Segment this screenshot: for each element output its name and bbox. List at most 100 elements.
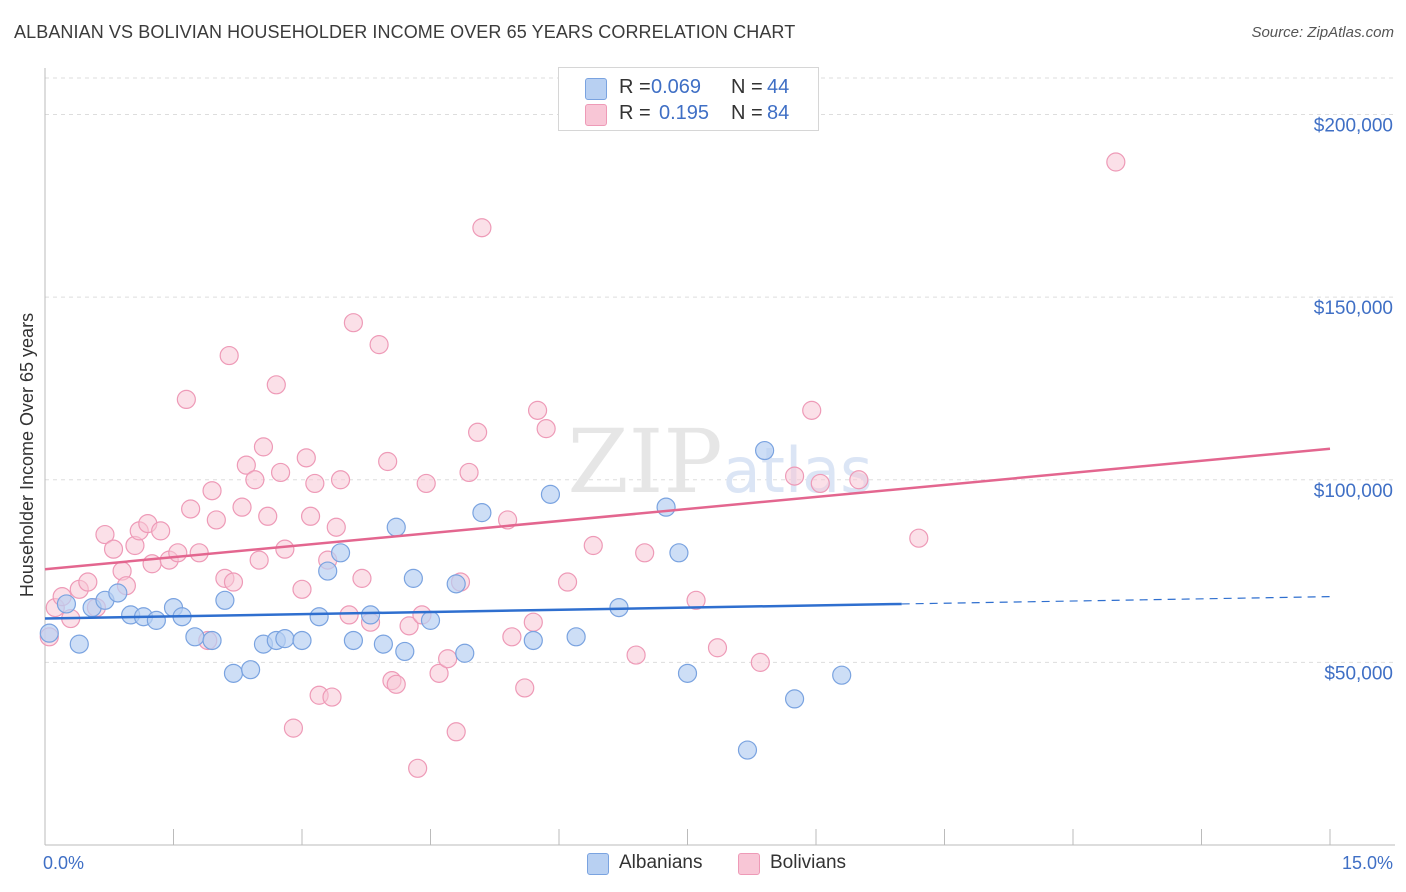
albanian-point (223, 663, 244, 683)
bolivian-point (810, 473, 830, 494)
bolivian-point (258, 506, 278, 526)
bolivian-point (266, 375, 286, 395)
bolivian-point (1106, 152, 1126, 172)
bolivian-point (536, 419, 556, 439)
bolivian-point (849, 470, 869, 490)
bolivians-legend-swatch (738, 853, 760, 875)
albanian-point (677, 663, 698, 683)
albanians-legend-label: Albanians (619, 852, 703, 873)
tick-labels: $50,000 $100,000 $150,000 $200,000 0.0% 15.0% (43, 116, 1393, 873)
albanian-point (566, 627, 586, 647)
albanian-point (669, 543, 689, 563)
bolivian-point (103, 539, 124, 559)
albanian-point (318, 561, 338, 581)
bolivian-point (502, 627, 522, 647)
albanians-r-value: 0.069 (651, 76, 702, 98)
bolivian-point (249, 550, 269, 570)
bolivian-point (245, 470, 265, 490)
bolivian-point (223, 572, 244, 592)
bolivians-legend-label: Bolivians (770, 852, 847, 873)
albanians-trend-line (44, 602, 902, 620)
albanians-trend-extension (901, 596, 1331, 605)
bolivian-point (686, 590, 706, 610)
albanian-point (386, 517, 406, 537)
albanian-point (146, 610, 166, 630)
bolivian-point (416, 473, 436, 494)
bolivian-point (330, 470, 351, 490)
bolivian-point (369, 335, 389, 355)
bolivian-point (750, 652, 770, 672)
albanian-point (56, 594, 77, 614)
bolivian-point (219, 345, 239, 366)
y-tick-label: $150,000 (1314, 298, 1393, 319)
albanian-point (754, 440, 775, 461)
albanians-legend-swatch (587, 853, 609, 875)
correlation-legend: R = 0.069 N = 44 R = 0.195 N = 84 (558, 67, 819, 131)
bolivian-point (399, 616, 419, 636)
bolivian-point (784, 466, 805, 486)
bolivian-point (352, 568, 372, 588)
albanian-point (656, 497, 676, 517)
bolivian-point (378, 451, 398, 472)
bolivian-point (527, 400, 548, 420)
albanian-point (215, 590, 235, 610)
bolivian-point (626, 645, 646, 665)
bolivian-point (909, 528, 929, 548)
bolivians-n-value: 84 (767, 102, 790, 124)
bolivian-point (429, 663, 449, 683)
bolivian-point (322, 687, 342, 707)
trend-lines (44, 447, 1331, 620)
albanians-swatch (585, 78, 607, 100)
albanians-n-label: N = (731, 76, 763, 98)
y-tick-label: $50,000 (1324, 663, 1393, 684)
albanian-point (241, 660, 261, 680)
bolivian-point (468, 422, 488, 442)
bolivian-point (523, 612, 543, 632)
albanian-point (330, 543, 351, 563)
bolivian-point (557, 572, 578, 592)
bolivians-n-label: N = (731, 102, 763, 124)
bolivian-point (339, 605, 359, 625)
y-tick-label: $100,000 (1314, 481, 1393, 502)
bolivian-point (343, 313, 363, 333)
bolivian-point (635, 543, 655, 563)
bolivian-point (408, 758, 428, 778)
albanian-point (395, 641, 415, 662)
watermark: ZIPatlas (568, 410, 873, 513)
bolivian-point (151, 521, 171, 541)
bolivians-swatch (585, 104, 607, 126)
albanian-point (39, 623, 59, 643)
bolivian-point (270, 462, 291, 483)
bolivian-point (386, 674, 406, 694)
bolivian-point (181, 499, 201, 519)
albanians-r-label: R = (619, 76, 651, 98)
bolivian-point (189, 543, 209, 563)
bolivian-point (176, 389, 196, 410)
albanian-point (420, 610, 441, 630)
source-attribution: Source: ZipAtlas.com (1251, 24, 1394, 41)
bolivian-point (515, 678, 535, 698)
bolivian-point (438, 649, 458, 669)
bolivian-point (707, 638, 728, 658)
bolivian-point (802, 400, 822, 420)
albanian-point (523, 630, 543, 651)
albanian-point (360, 605, 381, 625)
albanian-point (455, 643, 475, 663)
bolivian-point (583, 535, 603, 556)
bolivian-point (459, 462, 479, 483)
gridlines: ZIPatlas (45, 77, 1395, 663)
albanian-point (202, 630, 222, 651)
albanians-points (39, 440, 852, 760)
bolivian-point (292, 579, 312, 599)
chart-title: ALBANIAN VS BOLIVIAN HOUSEHOLDER INCOME … (14, 22, 796, 42)
axes (44, 68, 1395, 846)
x-tick-label-max: 15.0% (1342, 853, 1393, 873)
albanian-point (69, 634, 89, 654)
bolivian-point (95, 524, 115, 545)
bolivian-point (296, 448, 316, 468)
albanian-point (108, 583, 128, 603)
bolivian-point (202, 481, 222, 501)
bolivians-points (39, 152, 1126, 778)
bolivians-r-label: R = (619, 102, 651, 124)
